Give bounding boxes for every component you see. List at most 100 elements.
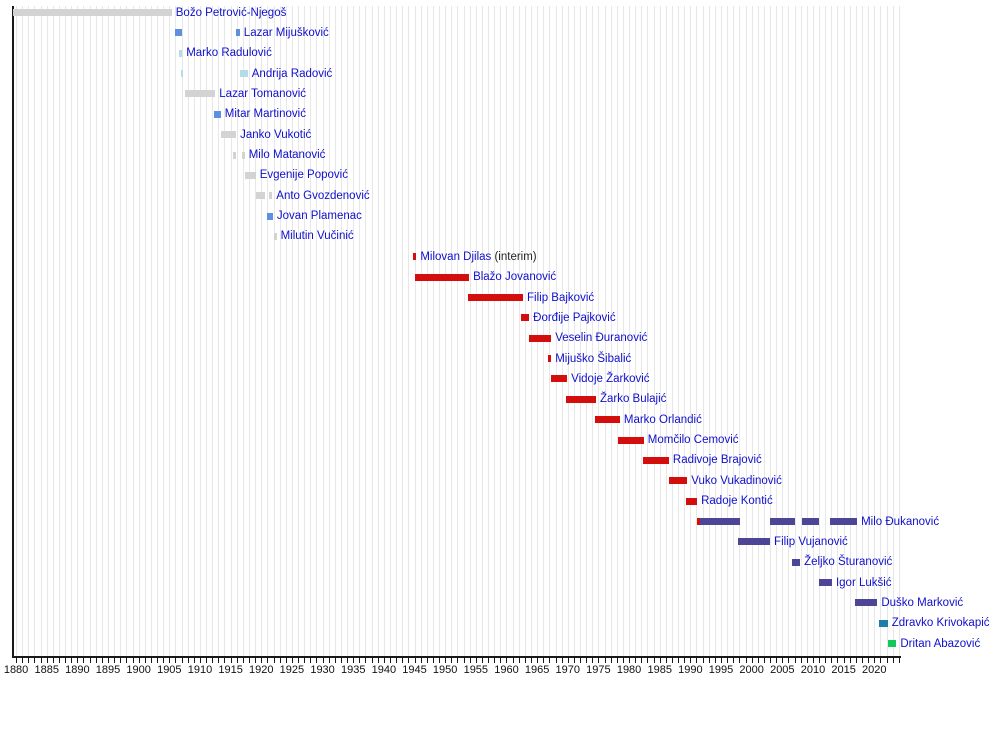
pm-name-label[interactable]: Milovan Djilas (interim) [420, 250, 536, 264]
pm-name[interactable]: Andrija Radović [251, 67, 333, 80]
pm-name-label[interactable]: Mitar Martinović [225, 107, 306, 121]
axis-tick [267, 658, 269, 663]
pm-name-label[interactable]: Vuko Vukadinović [691, 474, 782, 488]
pm-name-label[interactable]: Dritan Abazović [900, 637, 980, 651]
pm-name[interactable]: Mitar Martinović [224, 108, 306, 121]
axis-tick [175, 658, 177, 663]
pm-name-label[interactable]: Marko Radulović [186, 46, 272, 60]
axis-tick [892, 658, 894, 663]
pm-name[interactable]: Milo Đukanović [861, 515, 940, 528]
pm-name-label[interactable]: Andrija Radović [252, 67, 333, 81]
pm-name-label[interactable]: Radoje Kontić [701, 494, 773, 508]
pm-name-label[interactable]: Igor Lukšić [836, 576, 892, 590]
axis-tick [206, 658, 208, 663]
pm-name[interactable]: Đorđije Pajković [533, 311, 616, 324]
axis-tick [193, 658, 195, 663]
year-gridline [727, 6, 729, 656]
axis-tick [512, 658, 514, 663]
pm-name-label[interactable]: Veselin Đuranović [555, 331, 647, 345]
pm-name[interactable]: Anto Gvozdenović [276, 189, 370, 202]
axis-tick [389, 658, 391, 663]
pm-name-label[interactable]: Đorđije Pajković [533, 311, 615, 325]
pm-name[interactable]: Marko Radulović [186, 47, 272, 60]
pm-name[interactable]: Marko Orlandić [623, 413, 702, 426]
pm-name[interactable]: Radoje Kontić [701, 495, 773, 508]
pm-name-suffix: (interim) [491, 250, 537, 263]
pm-name-label[interactable]: Anto Gvozdenović [276, 189, 369, 203]
pm-name[interactable]: Lazar Mijušković [243, 26, 329, 39]
pm-name[interactable]: Blažo Jovanović [473, 271, 557, 284]
pm-name-label[interactable]: Zdravko Krivokapić [892, 616, 990, 630]
pm-name-label[interactable]: Marko Orlandić [624, 413, 702, 427]
pm-name[interactable]: Dritan Abazović [900, 637, 981, 650]
pm-name-label[interactable]: Milo Matanović [249, 148, 326, 162]
timeline-bar [179, 49, 183, 57]
axis-tick-label: 1910 [187, 664, 213, 676]
axis-tick [757, 658, 759, 663]
year-gridline [193, 6, 195, 656]
pm-name-label[interactable]: Filip Bajković [527, 291, 594, 305]
timeline-bar [565, 395, 596, 403]
pm-name[interactable]: Lazar Tomanović [219, 87, 307, 100]
pm-name-label[interactable]: Filip Vujanović [774, 535, 848, 549]
pm-name-label[interactable]: Milo Đukanović [861, 515, 939, 529]
axis-tick [224, 658, 226, 663]
pm-name[interactable]: Jovan Plamenac [276, 210, 362, 223]
axis-tick [144, 658, 146, 663]
pm-name-label[interactable]: Janko Vukotić [240, 128, 311, 142]
pm-name[interactable]: Zdravko Krivokapić [891, 617, 990, 630]
year-gridline [506, 6, 508, 656]
year-gridline [659, 6, 661, 656]
pm-name-label[interactable]: Lazar Tomanović [219, 87, 306, 101]
pm-name-label[interactable]: Momčilo Cemović [648, 433, 739, 447]
pm-name-label[interactable]: Duško Marković [881, 596, 963, 610]
pm-name-label[interactable]: Vidoje Žarković [571, 372, 649, 386]
timeline-bar [801, 518, 820, 525]
pm-name[interactable]: Veselin Đuranović [555, 332, 648, 345]
pm-name-label[interactable]: Radivoje Brajović [673, 453, 762, 467]
year-gridline [763, 6, 765, 656]
pm-name[interactable]: Janko Vukotić [240, 128, 312, 141]
year-gridline [463, 6, 465, 656]
axis-tick [298, 658, 300, 663]
pm-name[interactable]: Milutin Vučinić [280, 230, 354, 243]
pm-name[interactable]: Željko Šturanović [804, 556, 893, 569]
pm-name[interactable]: Duško Marković [881, 596, 964, 609]
year-gridline [426, 6, 428, 656]
year-gridline [126, 6, 128, 656]
axis-tick [414, 658, 416, 663]
axis-tick-label: 1945 [402, 664, 427, 676]
timeline-bar [529, 334, 552, 342]
pm-name-label[interactable]: Milutin Vučinić [281, 229, 354, 243]
year-gridline [573, 6, 575, 656]
axis-tick [114, 658, 116, 663]
pm-name[interactable]: Milovan Djilas [420, 250, 492, 263]
pm-name-label[interactable]: Jovan Plamenac [277, 209, 362, 223]
pm-name[interactable]: Filip Bajković [527, 291, 595, 304]
axis-tick [426, 658, 428, 663]
pm-name[interactable]: Mijuško Šibalić [555, 352, 632, 365]
year-gridline [328, 6, 330, 656]
axis-tick [16, 658, 18, 663]
pm-name[interactable]: Vuko Vukadinović [691, 474, 782, 487]
pm-name[interactable]: Vidoje Žarković [571, 372, 650, 385]
pm-name[interactable]: Radivoje Brajović [672, 454, 762, 467]
pm-name-label[interactable]: Žarko Bulajić [600, 392, 666, 406]
axis-tick [819, 658, 821, 663]
pm-name-label[interactable]: Mijuško Šibalić [555, 352, 631, 366]
pm-name[interactable]: Milo Matanović [248, 149, 326, 162]
pm-name[interactable]: Božo Petrović-Njegoš [175, 6, 287, 19]
pm-name-label[interactable]: Božo Petrović-Njegoš [176, 6, 287, 20]
axis-tick [169, 658, 171, 663]
pm-name[interactable]: Filip Vujanović [774, 535, 848, 548]
pm-name[interactable]: Igor Lukšić [835, 576, 892, 589]
pm-name-label[interactable]: Željko Šturanović [804, 555, 892, 569]
pm-name[interactable]: Žarko Bulajić [599, 393, 667, 406]
year-gridline [708, 6, 710, 656]
timeline-bar [594, 416, 620, 424]
pm-name[interactable]: Momčilo Cemović [647, 434, 739, 447]
pm-name-label[interactable]: Evgenije Popović [260, 168, 348, 182]
pm-name-label[interactable]: Lazar Mijušković [244, 26, 329, 40]
pm-name[interactable]: Evgenije Popović [259, 169, 348, 182]
pm-name-label[interactable]: Blažo Jovanović [473, 270, 556, 284]
